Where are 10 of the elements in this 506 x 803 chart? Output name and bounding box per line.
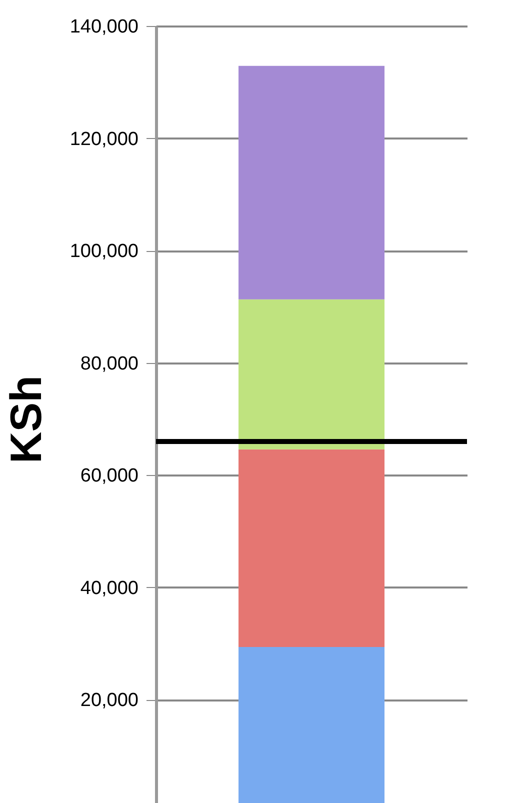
y-tick-label: 20,000: [80, 690, 138, 712]
y-tick-label: 40,000: [80, 578, 138, 599]
bar: [238, 66, 384, 300]
y-axis-title: KSh: [2, 376, 51, 464]
bar: [238, 299, 384, 450]
y-tick-label: 60,000: [80, 466, 138, 487]
y-tick-label: 120,000: [70, 128, 138, 150]
y-tick-label: 100,000: [70, 241, 138, 262]
y-tick-label: 140,000: [70, 16, 138, 38]
y-tick-label: 80,000: [80, 353, 138, 374]
